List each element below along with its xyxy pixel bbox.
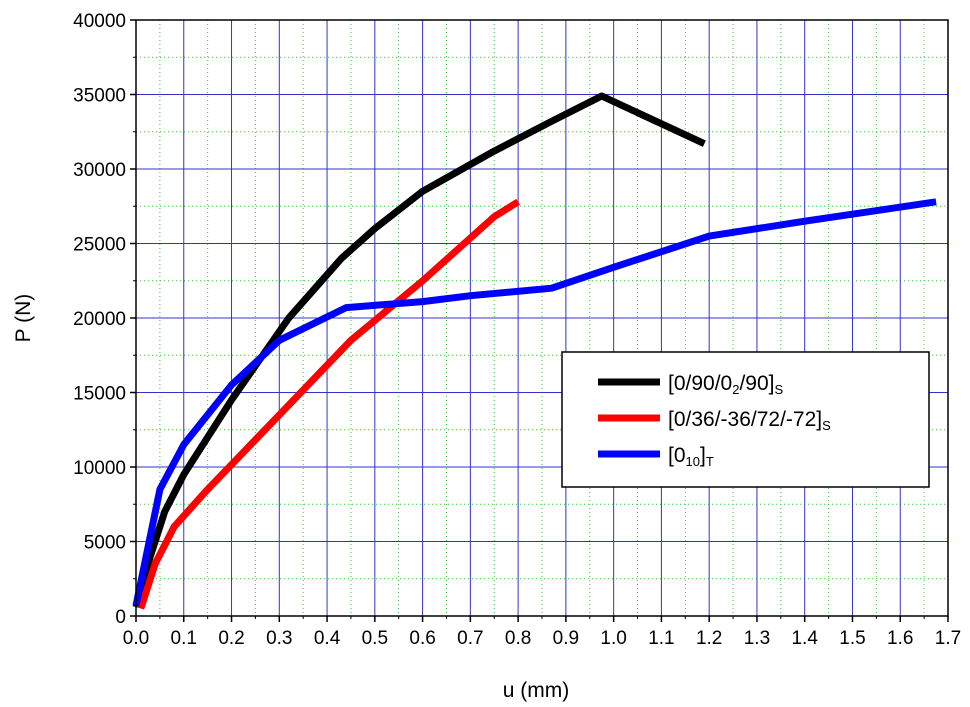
y-tick-label: 20000: [73, 309, 126, 330]
y-tick-label: 15000: [73, 384, 126, 405]
x-tick-label: 0.3: [266, 628, 292, 649]
x-tick-label: 1.3: [744, 628, 770, 649]
x-tick-label: 1.4: [791, 628, 818, 649]
y-axis-title: P (N): [12, 294, 35, 343]
series-line-1: [137, 198, 520, 610]
legend-label-1: [0/36/-36/72/-72]S: [668, 408, 831, 433]
legend: [0/90/02/90]S [0/36/-36/72/-72]S [010]T: [561, 351, 930, 488]
x-tick-label: 1.0: [600, 628, 626, 649]
y-tick-label: 0: [115, 607, 126, 628]
y-tick-label: 35000: [73, 86, 126, 107]
x-tick-label: 0.1: [171, 628, 197, 649]
y-tick-label: 5000: [84, 533, 126, 554]
x-tick-label: 0.7: [457, 628, 483, 649]
x-tick-label: 1.6: [887, 628, 913, 649]
series-line-2: [132, 198, 937, 607]
x-tick-label: 0.5: [362, 628, 388, 649]
x-tick-label: 0.2: [218, 628, 244, 649]
y-axis-ticks: 0 5000 10000 15000 20000 25000 30000 35000 40000: [73, 11, 136, 628]
legend-label-0: [0/90/02/90]S: [668, 372, 784, 397]
x-tick-label: 1.2: [696, 628, 722, 649]
x-tick-label: 1.7: [935, 628, 961, 649]
x-tick-label: 0.6: [409, 628, 435, 649]
y-tick-label: 30000: [73, 160, 126, 181]
x-tick-label: 0.0: [123, 628, 149, 649]
x-tick-label: 1.5: [839, 628, 865, 649]
y-tick-label: 10000: [73, 458, 126, 479]
series-line-0: [132, 92, 706, 609]
x-axis-title: u (mm): [503, 679, 570, 702]
x-tick-label: 1.1: [648, 628, 674, 649]
x-axis-ticks: 0.0 0.1 0.2 0.3 0.4 0.5 0.6 0.7 0.8 0.9 1.0 1.1 1.2 1…: [123, 616, 961, 649]
x-tick-label: 0.9: [553, 628, 579, 649]
y-tick-label: 25000: [73, 235, 126, 256]
y-tick-label: 40000: [73, 11, 126, 32]
x-tick-label: 0.8: [505, 628, 531, 649]
series-layer: [132, 92, 937, 610]
x-tick-label: 0.4: [314, 628, 341, 649]
legend-label-2: [010]T: [668, 444, 714, 469]
